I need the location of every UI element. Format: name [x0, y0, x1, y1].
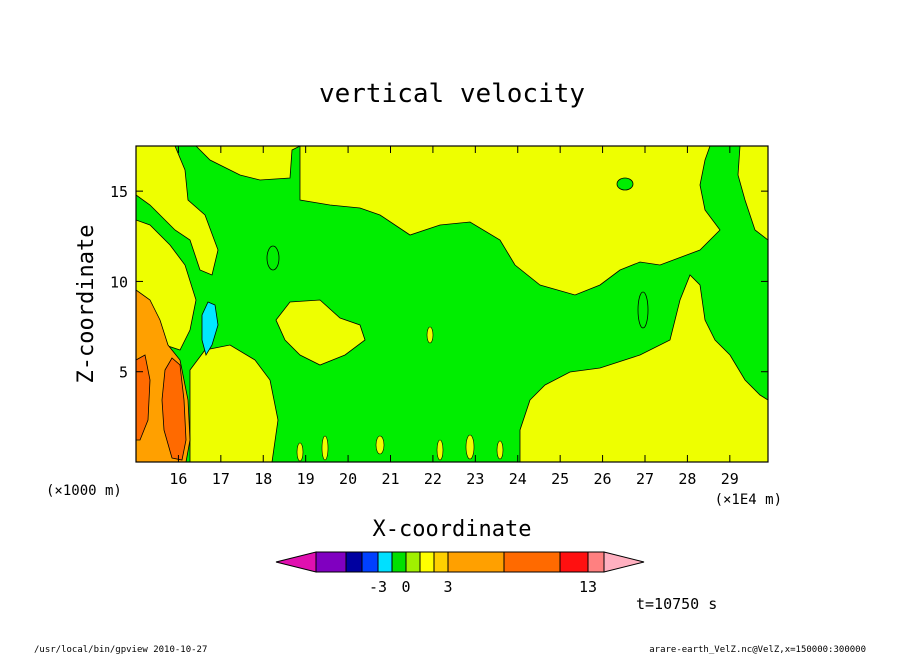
- region-near-zero-island: [616, 177, 634, 191]
- x-tick-label: 23: [466, 470, 484, 488]
- region-strong-positive: [161, 357, 187, 461]
- colorbar-swatch: [433, 551, 449, 573]
- x-tick-label: 27: [636, 470, 654, 488]
- time-annotation: t=10750 s: [636, 595, 717, 613]
- colorbar-label: 0: [401, 578, 410, 596]
- colorbar-swatch: [447, 551, 505, 573]
- region-positive-mid: [275, 299, 366, 366]
- region-positive-left-lower: [189, 344, 279, 462]
- region-positive-lower-right: [519, 274, 768, 462]
- colorbar-under-triangle: [275, 551, 317, 573]
- colorbar-swatch: [377, 551, 393, 573]
- footer-left: /usr/local/bin/gpview 2010-10-27: [34, 645, 207, 654]
- x-tick-label: 16: [169, 470, 187, 488]
- x-unit-right: (×1E4 m): [715, 492, 782, 508]
- y-tick-label: 10: [110, 273, 128, 291]
- x-axis: 16 17 18 19 20 21 22 23 24 25 26 27 28 29: [169, 146, 739, 488]
- chart-title: vertical velocity: [319, 79, 585, 109]
- x-tick-label: 21: [381, 470, 399, 488]
- colorbar-swatch: [587, 551, 605, 573]
- plot-area: [136, 146, 768, 462]
- colorbar-swatch: [315, 551, 347, 573]
- x-tick-label: 28: [678, 470, 696, 488]
- footer-right: arare-earth_VelZ.nc@VelZ,x=150000:300000: [649, 645, 866, 654]
- y-axis: 5 10 15: [110, 183, 768, 382]
- y-tick-label: 15: [110, 183, 128, 201]
- colorbar-swatch: [345, 551, 363, 573]
- bottom-specks: [296, 326, 504, 462]
- colorbar-labels: -3 0 3 13: [369, 578, 597, 596]
- colorbar-label: 3: [443, 578, 452, 596]
- region-near-zero-island: [637, 291, 649, 329]
- region-positive-upper: [195, 146, 721, 296]
- colorbar-swatch: [361, 551, 379, 573]
- colorbar-swatch: [419, 551, 435, 573]
- colorbar-over-triangle: [603, 551, 645, 573]
- x-tick-label: 29: [721, 470, 739, 488]
- x-axis-label: X-coordinate: [373, 517, 532, 542]
- region-near-zero-island: [266, 245, 280, 271]
- region-positive-upper-left: [136, 146, 219, 276]
- x-tick-label: 26: [594, 470, 612, 488]
- x-tick-label: 17: [212, 470, 230, 488]
- x-unit-left: (×1000 m): [46, 483, 122, 499]
- colorbar-swatch: [559, 551, 589, 573]
- x-tick-label: 19: [297, 470, 315, 488]
- x-tick-label: 18: [254, 470, 272, 488]
- colorbar-label: 13: [579, 578, 597, 596]
- x-tick-label: 22: [424, 470, 442, 488]
- region-strong-positive-left: [136, 354, 151, 441]
- colorbar-swatch: [503, 551, 561, 573]
- plot-frame: [135, 145, 769, 463]
- x-tick-label: 24: [509, 470, 527, 488]
- x-tick-label: 20: [339, 470, 357, 488]
- region-weak-negative: [201, 301, 219, 357]
- y-axis-label: Z-coordinate: [74, 225, 99, 384]
- colorbar: [275, 551, 645, 573]
- region-positive-right-edge: [737, 146, 768, 241]
- colorbar-swatch: [405, 551, 421, 573]
- colorbar-label: -3: [369, 578, 387, 596]
- x-tick-label: 25: [551, 470, 569, 488]
- colorbar-swatch: [391, 551, 407, 573]
- y-tick-label: 5: [119, 364, 128, 382]
